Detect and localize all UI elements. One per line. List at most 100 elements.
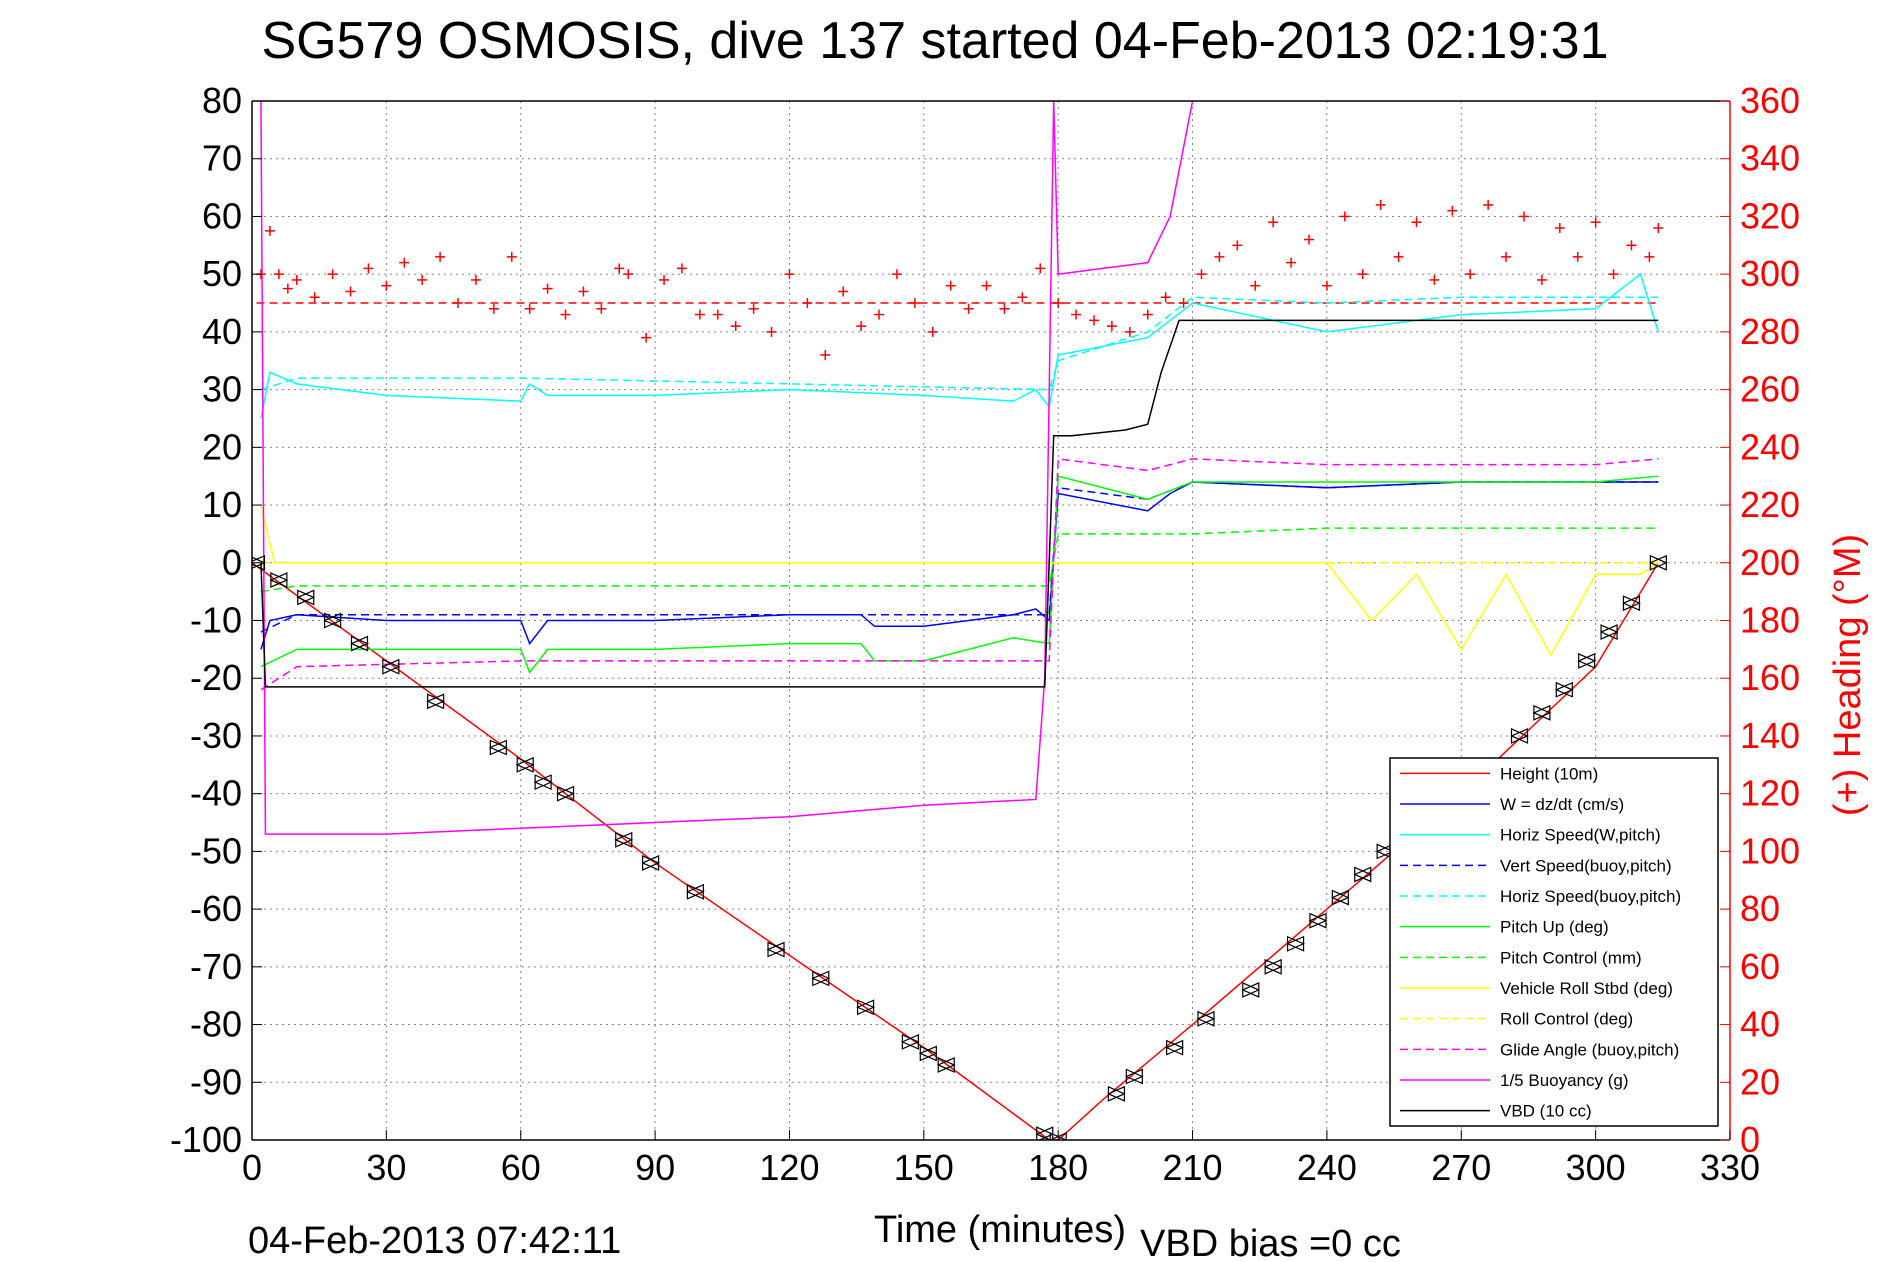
series-line-1 [260,481,1659,650]
heading-point [273,269,284,280]
marker-triangle-left [1577,652,1596,669]
heading-point [264,225,275,236]
y-tick-label: -20 [190,657,242,698]
x-tick-label: 270 [1431,1147,1491,1188]
y-tick-label: 80 [202,80,242,121]
profile-marker [349,635,369,652]
heading-point [1572,251,1583,262]
heading-point [1089,315,1100,326]
marker-triangle-left [1330,889,1349,906]
legend: Height (10m) W = dz/dt (cm/s) Horiz Speed(… [1389,757,1719,1127]
legend-label-1: W = dz/dt (cm/s) [1500,795,1624,814]
heading-point [1035,263,1046,274]
plot-series [252,101,1668,1140]
series-line-10 [260,101,1194,835]
profile-marker [426,693,446,710]
marker-triangle-right [1286,935,1306,952]
marker-triangle-left [685,883,705,900]
y-tick-label: -70 [190,946,242,987]
marker-triangle-left [1106,1085,1126,1102]
heading-point [999,303,1010,314]
right-tick-label: 260 [1740,369,1800,410]
heading-point [1608,269,1619,280]
legend-label-6: Pitch Control (mm) [1500,948,1642,967]
heading-point [927,326,938,337]
profile-marker [533,774,553,791]
heading-point [1411,217,1422,228]
x-tick-label: 240 [1297,1147,1357,1188]
marker-triangle-right [1600,624,1619,640]
marker-triangle-left [1165,1039,1184,1056]
profile-marker [614,831,634,848]
profile-marker [556,785,576,802]
x-tick-label: 0 [242,1147,262,1188]
heading-point [291,274,302,285]
y-tick-label: -60 [190,888,242,929]
axes: 0 30 60 90 120 150 180 210 240 270 300 330-100-90-8… [170,80,1800,1188]
heading-point [1250,280,1261,291]
heading-point [578,286,589,297]
marker-triangle-left [1510,728,1529,744]
x-tick-label: 330 [1700,1147,1760,1188]
right-tick-label: 360 [1740,80,1800,121]
legend-label-0: Height (10m) [1500,764,1598,783]
series-line-6 [260,527,1659,593]
heading-point [1214,251,1225,262]
marker-triangle-left [556,785,575,802]
profile-marker [1308,912,1328,929]
marker-triangle-left [349,635,369,652]
heading-point [345,286,356,297]
x-tick-label: 120 [759,1147,819,1188]
legend-label-4: Horiz Speed(buoy,pitch) [1500,887,1681,906]
heading-point [1232,240,1243,251]
profile-marker [1599,624,1619,640]
y-tick-label: -40 [190,773,242,814]
marker-triangle-right [919,1045,938,1062]
profile-marker [1353,866,1373,883]
marker-triangle-right [350,635,369,652]
x-tick-label: 300 [1566,1147,1626,1188]
heading-point [1626,240,1637,251]
marker-triangle-left [533,774,552,791]
heading-point [623,269,634,280]
heading-point [1160,292,1171,303]
heading-point [1303,234,1314,245]
heading-point [963,303,974,314]
heading-point [730,321,741,332]
heading-point [1483,199,1494,210]
heading-point [1465,269,1476,280]
footer-timestamp: 04-Feb-2013 07:42:11 [248,1220,621,1262]
heading-point [1017,292,1028,303]
marker-triangle-left [936,1057,955,1073]
heading-point [981,280,992,291]
x-tick-label: 210 [1163,1147,1223,1188]
right-tick-label: 340 [1740,138,1800,179]
y-tick-label: -10 [190,600,242,641]
marker-triangle-left [811,970,830,987]
right-tick-label: 160 [1740,657,1800,698]
profile-marker [296,589,316,606]
heading-point [1321,280,1332,291]
profile-marker [811,970,831,987]
heading-point [1429,274,1440,285]
heading-point [1106,321,1117,332]
heading-point [802,298,813,309]
marker-triangle-right [382,658,401,675]
x-tick-label: 150 [894,1147,954,1188]
x-tick-label: 60 [501,1147,541,1188]
legend-label-2: Horiz Speed(W,pitch) [1500,826,1661,845]
heading-point [1268,217,1279,228]
heading-point [417,274,428,285]
heading-point [659,274,670,285]
profile-marker [1532,704,1552,721]
x-tick-label: 30 [366,1147,406,1188]
legend-label-8: Roll Control (deg) [1500,1010,1633,1029]
y-tick-label: 60 [202,195,242,236]
heading-point [1644,251,1655,262]
marker-triangle-left [918,1045,937,1062]
marker-triangle-right [270,572,289,589]
heading-point [874,309,885,320]
heading-point [784,269,795,280]
heading-point [524,303,535,314]
